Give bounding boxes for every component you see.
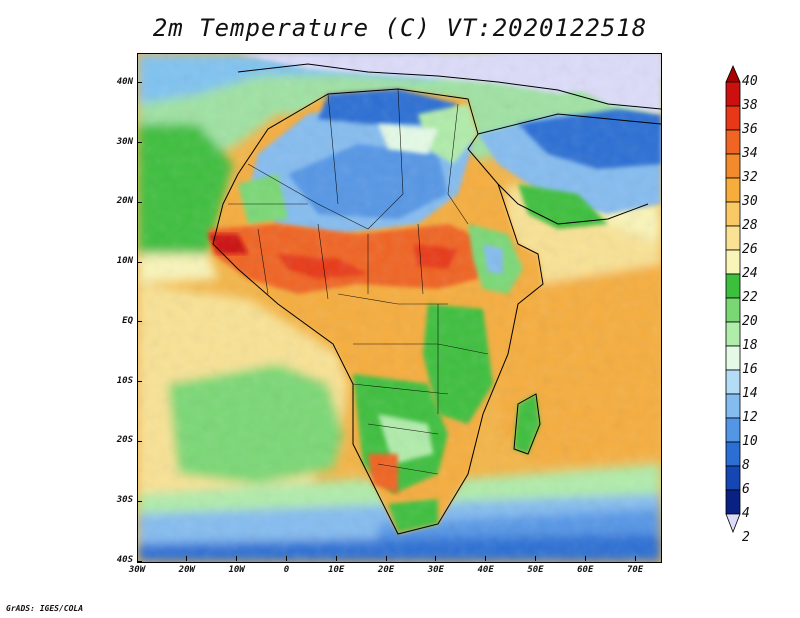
- colorbar-swatch: [725, 177, 741, 203]
- colorbar-level-label: 34: [742, 146, 758, 161]
- lat-tick-label: 10N: [116, 256, 133, 267]
- lon-tick-label: 0: [283, 565, 290, 575]
- country-borders: [228, 88, 489, 475]
- lat-tick-label: 40N: [116, 76, 133, 87]
- colorbar-level-label: 38: [742, 98, 758, 113]
- lon-tick-mark: [534, 556, 536, 561]
- colorbar-level-label: 24: [742, 266, 758, 281]
- lat-tick-mark: [137, 321, 142, 323]
- colorbar-swatch: [725, 81, 741, 107]
- lon-tick-mark: [186, 556, 188, 561]
- colorbar-swatch: [725, 249, 741, 275]
- colorbar-swatch: [725, 201, 741, 227]
- colorbar-swatch: [725, 489, 741, 515]
- colorbar-swatch: [725, 417, 741, 443]
- lat-tick-mark: [137, 500, 142, 502]
- lat-tick-mark: [137, 381, 142, 383]
- lon-tick-label: 40E: [477, 565, 494, 575]
- colorbar-level-label: 20: [742, 314, 758, 329]
- lon-tick-mark: [335, 556, 337, 561]
- colorbar-top-arrow: [725, 65, 741, 83]
- lon-tick-label: 10W: [228, 565, 245, 575]
- colorbar-swatch: [725, 369, 741, 395]
- lon-tick-mark: [584, 556, 586, 561]
- colorbar-level-label: 36: [742, 122, 758, 137]
- map-panel: [137, 53, 662, 563]
- colorbar-swatch: [725, 465, 741, 491]
- colorbar-swatch: [725, 441, 741, 467]
- lon-tick-label: 60E: [577, 565, 594, 575]
- lon-tick-label: 30W: [128, 565, 146, 575]
- colorbar-level-label: 22: [742, 290, 758, 305]
- credit-text: GrADS: IGES/COLA: [6, 604, 84, 613]
- colorbar-level-label: 2: [742, 530, 750, 545]
- lon-tick-mark: [634, 556, 636, 561]
- coastlines: [212, 63, 661, 535]
- lat-tick-label: 10S: [116, 375, 133, 386]
- lon-tick-mark: [136, 556, 138, 561]
- lon-tick-label: 30E: [427, 565, 444, 575]
- colorbar-level-label: 14: [742, 386, 758, 401]
- colorbar-swatch: [725, 129, 741, 155]
- colorbar-level-label: 8: [742, 458, 750, 473]
- lat-tick-mark: [137, 261, 142, 263]
- colorbar-swatch: [725, 321, 741, 347]
- colorbar-level-label: 12: [742, 410, 758, 425]
- lat-tick-label: 30N: [116, 136, 133, 147]
- colorbar-swatch: [725, 225, 741, 251]
- colorbar-swatch: [725, 297, 741, 323]
- lat-tick-label: 20N: [116, 196, 133, 207]
- lon-tick-label: 70E: [626, 565, 644, 575]
- lon-tick-mark: [385, 556, 387, 561]
- colorbar-level-label: 4: [742, 506, 750, 521]
- lon-tick-label: 20W: [178, 565, 195, 575]
- lon-tick-mark: [285, 556, 287, 561]
- colorbar-level-label: 16: [742, 362, 758, 377]
- colorbar-level-label: 26: [742, 242, 758, 257]
- colorbar-level-label: 28: [742, 218, 758, 233]
- lon-tick-label: 50E: [527, 565, 544, 575]
- lat-tick-mark: [137, 82, 142, 84]
- lon-tick-label: 20E: [377, 565, 395, 575]
- lat-tick-label: 40S: [116, 555, 133, 565]
- colorbar-swatch: [725, 345, 741, 371]
- colorbar-swatch: [725, 393, 741, 419]
- colorbar-level-label: 32: [742, 170, 758, 185]
- temperature-map: [138, 54, 661, 562]
- colorbar: [725, 65, 741, 534]
- colorbar-level-label: 18: [742, 338, 758, 353]
- lat-tick-label: 30S: [116, 495, 133, 506]
- colorbar-swatch: [725, 273, 741, 299]
- colorbar-swatch: [725, 153, 741, 179]
- colorbar-bottom-arrow: [725, 513, 741, 534]
- colorbar-level-label: 40: [742, 74, 758, 89]
- lon-tick-mark: [236, 556, 238, 561]
- colorbar-level-label: 30: [742, 194, 758, 209]
- lon-tick-mark: [485, 556, 487, 561]
- lon-tick-label: 10E: [328, 565, 345, 575]
- colorbar-swatch: [725, 105, 741, 131]
- lat-tick-mark: [137, 201, 142, 203]
- colorbar-level-label: 10: [742, 434, 758, 449]
- lon-tick-mark: [435, 556, 437, 561]
- colorbar-level-label: 6: [742, 482, 750, 497]
- page-title: 2m Temperature (C) VT:2020122518: [152, 14, 648, 42]
- lat-tick-mark: [137, 440, 142, 442]
- lat-tick-mark: [137, 560, 142, 562]
- lat-tick-label: 20S: [116, 435, 133, 446]
- lat-tick-mark: [137, 142, 142, 144]
- lat-tick-label: EQ: [122, 315, 133, 326]
